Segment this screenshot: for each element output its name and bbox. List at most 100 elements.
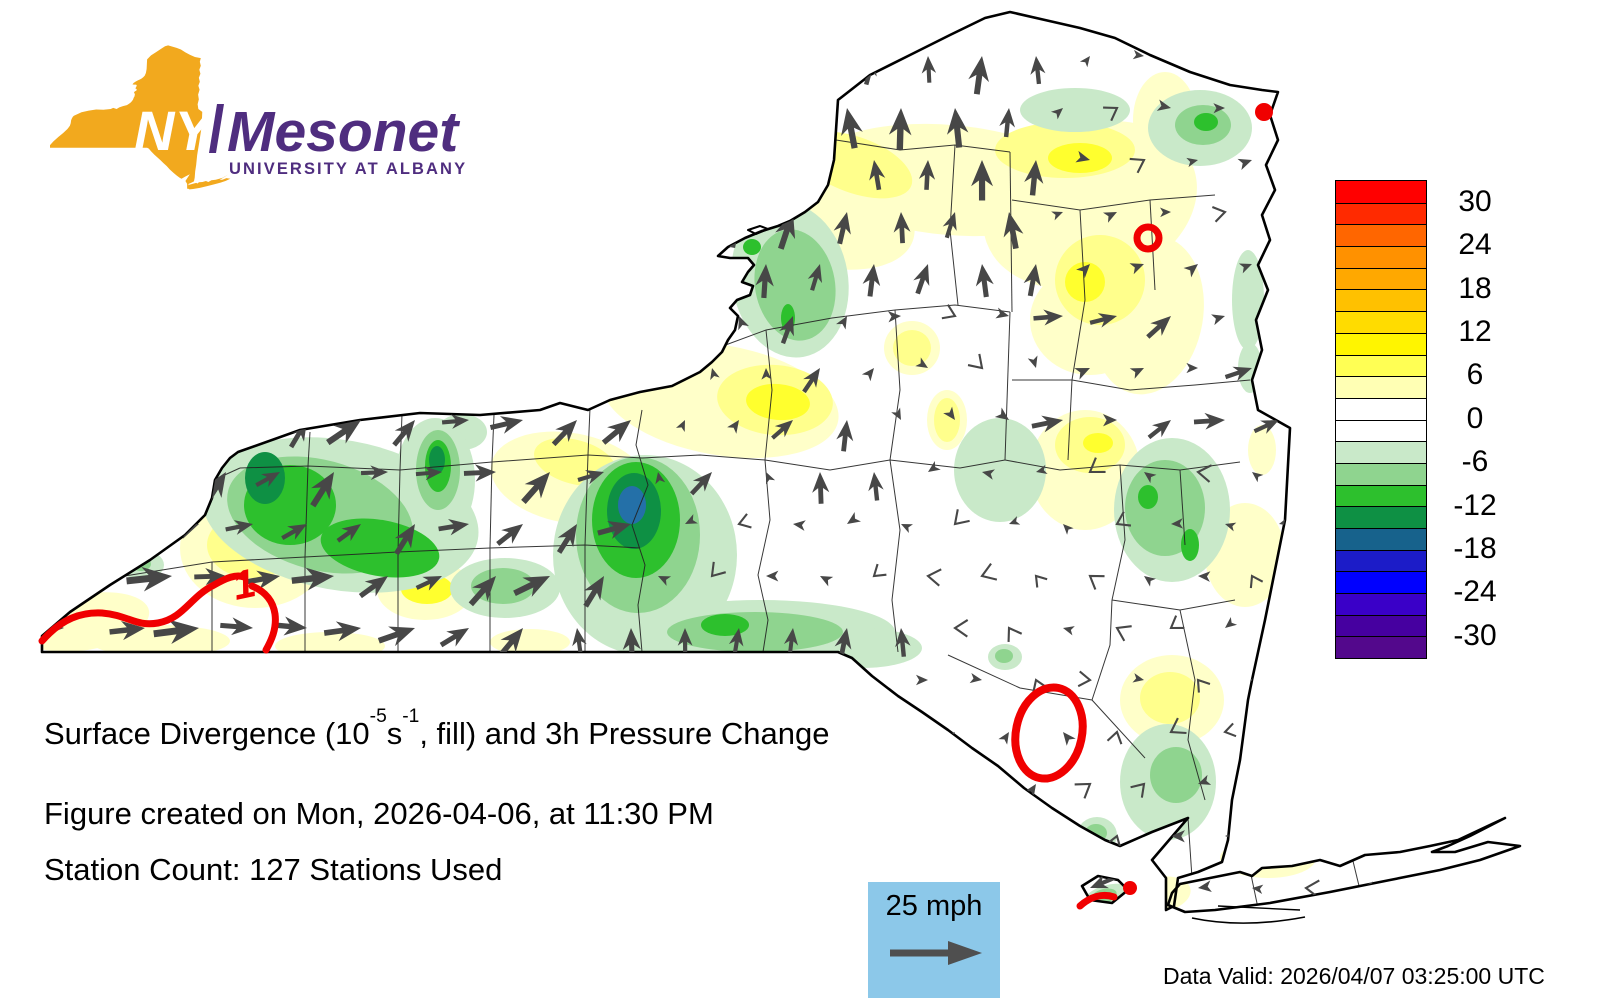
wind-arrow <box>670 836 685 849</box>
wind-arrow <box>563 936 581 954</box>
wind-arrow <box>468 576 496 607</box>
fill-blob <box>995 649 1013 663</box>
fill-blob <box>191 407 235 443</box>
wind-arrow <box>1346 782 1360 794</box>
wind-arrow <box>1345 50 1360 64</box>
wind-arrow <box>605 836 631 851</box>
wind-arrow <box>1522 882 1535 894</box>
fill-blob <box>582 276 658 384</box>
wind-arrow <box>1319 732 1333 744</box>
wind-arrow <box>847 512 861 524</box>
wind-arrow <box>294 212 307 223</box>
wind-arrow <box>1007 626 1023 642</box>
wind-arrow <box>146 368 172 397</box>
wind-arrow <box>968 56 989 95</box>
wind-arrow <box>1129 157 1146 174</box>
wind-arrow <box>245 570 280 590</box>
wind-arrow <box>1186 362 1198 374</box>
wind-arrow <box>1293 368 1306 380</box>
colorbar-label: 0 <box>1466 401 1484 435</box>
wind-arrow <box>46 472 64 496</box>
pressure-contour-ring <box>1133 223 1163 253</box>
wind-arrow <box>1106 730 1123 745</box>
wind-arrow <box>1372 106 1387 118</box>
wind-arrow <box>403 936 418 951</box>
wind-arrow <box>771 420 793 440</box>
wind-arrow <box>999 108 1015 138</box>
wind-arrow <box>1275 52 1306 69</box>
fill-blob <box>1137 884 1167 900</box>
wind-arrow <box>836 420 854 452</box>
wind-arrow <box>1115 625 1132 642</box>
fill-blob <box>1083 433 1113 453</box>
wind-arrow <box>1050 108 1063 120</box>
wind-arrow <box>918 160 936 190</box>
wind-arrow <box>555 108 577 133</box>
wind-arrow <box>52 782 64 792</box>
wind-arrow <box>1237 158 1252 170</box>
wind-arrow <box>1027 355 1038 368</box>
wind-arrow <box>1036 464 1048 475</box>
wind-arrow <box>975 264 994 298</box>
wind-arrow <box>430 779 442 790</box>
wind-arrow <box>1198 774 1212 785</box>
wind-arrow <box>982 469 995 480</box>
colorbar-label: -12 <box>1453 488 1497 522</box>
wind-arrow <box>947 108 969 148</box>
wind-arrow <box>682 886 712 903</box>
wind-arrow <box>42 570 64 593</box>
fill-blob <box>1194 113 1218 131</box>
station-count-line: Station Count: 127 Stations Used <box>44 852 503 887</box>
fill-blob <box>1248 425 1276 475</box>
wind-arrow <box>1030 56 1046 85</box>
wind-arrow <box>926 568 942 587</box>
state-outline <box>40 10 1522 924</box>
wind-arrow <box>1496 160 1520 176</box>
wind-arrow <box>1074 368 1090 380</box>
wind-arrow <box>1291 264 1306 278</box>
colorbar-cell <box>1336 571 1426 594</box>
wind-arrow <box>600 205 631 222</box>
colorbar-cell <box>1336 354 1426 377</box>
wind-arrow <box>392 420 415 447</box>
wind-arrow <box>1249 782 1266 799</box>
wind-arrow <box>967 353 984 370</box>
wind-arrow <box>893 212 911 244</box>
wind-arrow <box>489 416 523 434</box>
wind-arrow <box>1225 616 1238 628</box>
wind-arrow <box>1076 264 1090 279</box>
wind-arrow <box>645 259 658 271</box>
wind-arrow <box>1306 108 1333 125</box>
wind-arrow <box>645 784 658 797</box>
colorbar-label: 18 <box>1458 271 1492 305</box>
pressure-contour <box>38 572 248 645</box>
wind-arrow <box>271 616 307 636</box>
wind-arrow <box>196 360 226 377</box>
wind-arrow <box>953 619 969 638</box>
wind-arrow <box>50 675 64 687</box>
figure-title: Surface Divergence (10-5s-1, fill) and 3… <box>44 706 830 751</box>
wind-arrow <box>697 680 712 691</box>
colorbar-cell <box>1336 311 1426 333</box>
colorbar-cell <box>1336 441 1426 463</box>
exponent: -1 <box>402 706 420 728</box>
fill-blob <box>1181 529 1199 561</box>
wind-arrow <box>225 520 253 535</box>
colorbar-label: 6 <box>1466 358 1484 392</box>
wind-arrow <box>631 56 658 72</box>
wind-arrow <box>995 307 1009 319</box>
wind-arrow <box>522 368 550 395</box>
wind-arrow <box>440 207 469 223</box>
wind-arrow <box>578 264 604 288</box>
wind-arrow <box>1308 524 1333 542</box>
wind-arrow <box>439 628 469 648</box>
wind-arrow <box>513 576 550 597</box>
wind-arrow <box>1253 420 1279 434</box>
pressure-contour-ellipse <box>1011 683 1087 783</box>
wind-arrow <box>766 570 779 582</box>
wind-arrow <box>1304 678 1321 695</box>
wind-arrow <box>766 472 776 485</box>
wind-arrow <box>441 414 469 429</box>
logo-subtitle-text: UNIVERSITY AT ALBANY <box>229 160 467 178</box>
wind-arrow <box>225 211 253 226</box>
